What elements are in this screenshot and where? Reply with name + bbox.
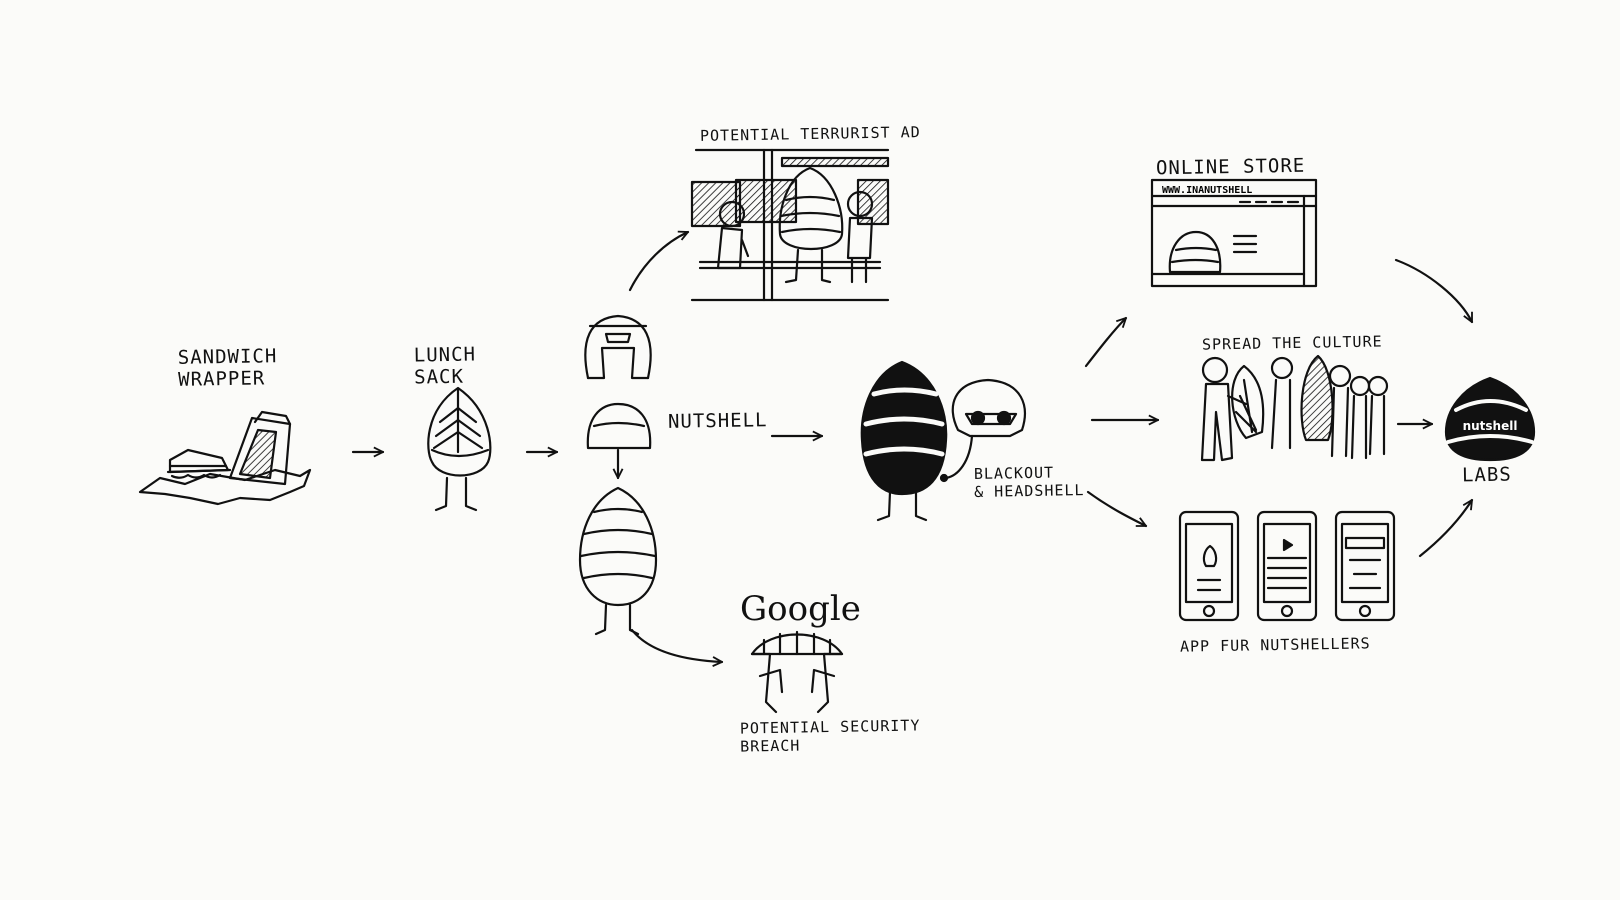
arrow-nutshell-to-google [630, 628, 722, 662]
security-breach-label-line2: BREACH [740, 736, 801, 756]
blackout-label-line1: BLACKOUT [973, 463, 1055, 483]
nutshell-labs-logo [1444, 376, 1536, 462]
nutshell-logo-text: nutshell [1463, 419, 1518, 433]
store-url: WWW.INANUTSHELL [1162, 185, 1252, 196]
online-store-sketch [1150, 178, 1318, 288]
labs-label: LABS [1461, 463, 1512, 487]
arrow-to-online-store [1084, 318, 1126, 368]
lunch-sack-sketch [427, 386, 492, 512]
blackout-headshell-label: BLACKOUT & HEADSHELL [974, 463, 1085, 501]
app-phones-sketch [1178, 510, 1396, 622]
lunch-sack-label: LUNCH SACK [414, 343, 477, 388]
spread-culture-sketch [1200, 354, 1389, 462]
arrow-to-app [1086, 490, 1146, 528]
google-label: Google [740, 589, 861, 629]
online-store-label: ONLINE STORE [1155, 154, 1306, 180]
potential-terrorist-ad-label: POTENTIAL TERRURIST AD [699, 123, 921, 145]
app-for-nutshellers-label: APP FUR NUTSHELLERS [1179, 634, 1371, 656]
blackout-egg-sketch [860, 360, 948, 522]
sandwich-wrapper-sketch [138, 410, 312, 506]
terrorist-ad-sketch [690, 148, 890, 302]
blackout-label-line2: & HEADSHELL [974, 481, 1085, 501]
lunch-sack-label-line1: LUNCH [413, 343, 477, 367]
spread-the-culture-label: SPREAD THE CULTURE [1201, 332, 1383, 354]
sandwich-wrapper-label-line1: SANDWICH [177, 345, 278, 369]
headshell-sketch [939, 378, 1026, 483]
nutshell-label: NUTSHELL [667, 409, 768, 433]
arrow-app-to-labs [1418, 500, 1472, 558]
potential-security-breach-label: POTENTIAL SECURITY BREACH [740, 716, 921, 755]
sandwich-wrapper-label-line2: WRAPPER [178, 367, 266, 391]
security-breach-sketch [750, 630, 844, 714]
nutshell-full-egg-sketch [578, 486, 658, 636]
security-breach-label-line1: POTENTIAL SECURITY [739, 716, 921, 738]
sandwich-wrapper-label: SANDWICH WRAPPER [178, 345, 278, 391]
nutshell-mid-sketch [586, 402, 652, 480]
arrow-store-to-labs [1394, 258, 1474, 322]
arrow-nutshell-to-ad [628, 232, 688, 292]
lunch-sack-label-line2: SACK [414, 365, 465, 389]
nutshell-top-sketch [584, 314, 652, 380]
